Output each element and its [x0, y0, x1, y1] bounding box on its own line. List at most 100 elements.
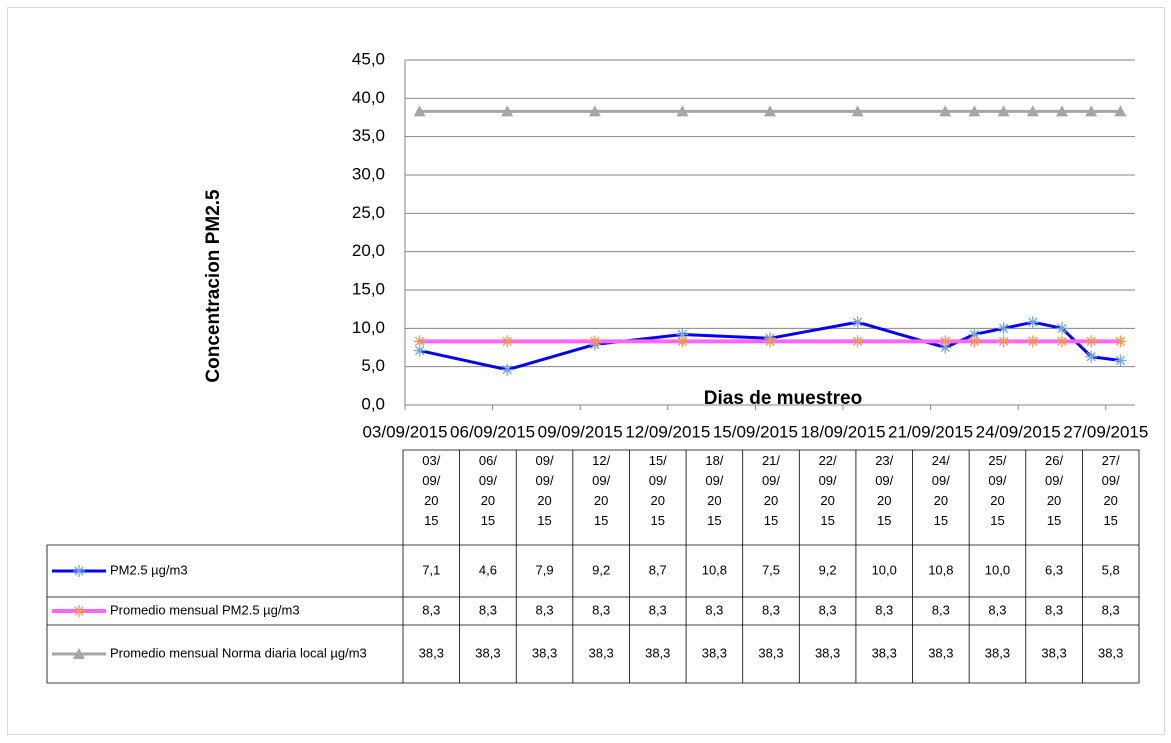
x-tick-label: 06/09/2015 — [450, 422, 535, 441]
table-header: 27/09/20 15 — [1102, 453, 1120, 528]
data-point — [1026, 335, 1039, 348]
y-tick-label: 40,0 — [352, 88, 385, 107]
legend-swatch — [73, 605, 85, 617]
table-value: 38,3 — [532, 645, 557, 660]
table-value: 4,6 — [479, 562, 497, 577]
data-point — [676, 335, 689, 348]
y-tick-label: 15,0 — [352, 279, 385, 298]
table-value: 8,3 — [762, 602, 780, 617]
table-value: 8,3 — [535, 602, 553, 617]
table-value: 10,0 — [985, 562, 1010, 577]
data-point — [1056, 322, 1068, 335]
table-value: 8,3 — [422, 602, 440, 617]
y-tick-label: 45,0 — [352, 49, 385, 68]
table-value: 38,3 — [1041, 645, 1066, 660]
table-value: 10,8 — [928, 562, 953, 577]
data-point — [1085, 335, 1098, 348]
y-tick-label: 10,0 — [352, 318, 385, 337]
table-value: 8,3 — [932, 602, 950, 617]
table-value: 8,7 — [649, 562, 667, 577]
table-value: 38,3 — [419, 645, 444, 660]
table-value: 38,3 — [702, 645, 727, 660]
table-header: 24/09/20 15 — [932, 453, 950, 528]
data-point — [413, 105, 426, 117]
table-header: 22/09/20 15 — [819, 453, 837, 528]
table-value: 8,3 — [1102, 602, 1120, 617]
data-point — [1056, 105, 1068, 117]
table-value: 10,8 — [702, 562, 727, 577]
table-value: 7,1 — [422, 562, 440, 577]
y-tick-label: 0,0 — [361, 394, 385, 413]
x-axis-title: Dias de muestreo — [704, 388, 862, 409]
table-value: 9,2 — [819, 562, 837, 577]
table-value: 8,3 — [819, 602, 837, 617]
data-point — [588, 335, 601, 348]
table-value: 38,3 — [645, 645, 670, 660]
y-axis-title: Concentracion PM2.5 — [203, 189, 224, 383]
table-value: 38,3 — [815, 645, 840, 660]
data-point — [1114, 354, 1127, 367]
table-header: 12/09/20 15 — [592, 453, 610, 528]
data-point — [1085, 350, 1098, 363]
data-point — [997, 322, 1010, 335]
legend-swatch — [73, 565, 85, 577]
x-tick-label: 24/09/2015 — [976, 422, 1061, 441]
data-point — [676, 328, 689, 341]
data-point — [501, 363, 514, 376]
chart-frame — [7, 7, 1165, 735]
data-point — [851, 105, 864, 117]
table-header: 15/09/20 15 — [649, 453, 667, 528]
data-point — [588, 105, 601, 117]
table-value: 38,3 — [928, 645, 953, 660]
table-value: 7,5 — [762, 562, 780, 577]
table-value: 8,3 — [592, 602, 610, 617]
legend-label: PM2.5 µg/m3 — [110, 562, 188, 577]
table-value: 38,3 — [758, 645, 783, 660]
x-tick-label: 15/09/2015 — [713, 422, 798, 441]
data-point — [939, 105, 952, 117]
data-point — [1114, 105, 1127, 117]
x-tick-label: 03/09/2015 — [362, 422, 447, 441]
legend-swatch — [73, 648, 85, 659]
data-point — [501, 105, 514, 117]
table-value: 8,3 — [649, 602, 667, 617]
data-point — [1085, 105, 1098, 117]
data-point — [851, 316, 864, 329]
data-point — [1056, 335, 1068, 348]
data-point — [1026, 105, 1039, 117]
table-header: 18/09/20 15 — [705, 453, 723, 528]
x-tick-label: 27/09/2015 — [1063, 422, 1148, 441]
table-value: 38,3 — [475, 645, 500, 660]
table-header: 25/09/20 15 — [988, 453, 1006, 528]
legend-label: Promedio mensual PM2.5 µg/m3 — [110, 602, 300, 617]
data-point — [939, 335, 952, 348]
table-value: 9,2 — [592, 562, 610, 577]
data-point — [968, 328, 981, 341]
y-tick-label: 30,0 — [352, 164, 385, 183]
table-value: 8,3 — [705, 602, 723, 617]
data-point — [764, 335, 776, 348]
table-value: 6,3 — [1045, 562, 1063, 577]
table-value: 38,3 — [985, 645, 1010, 660]
x-tick-label: 12/09/2015 — [625, 422, 710, 441]
table-value: 38,3 — [1098, 645, 1123, 660]
table-value: 38,3 — [588, 645, 613, 660]
table-header: 21/09/20 15 — [762, 453, 780, 528]
table-value: 5,8 — [1102, 562, 1120, 577]
legend-label: Promedio mensual Norma diaria local µg/m… — [110, 645, 367, 660]
table-value: 8,3 — [875, 602, 893, 617]
y-tick-label: 35,0 — [352, 126, 385, 145]
x-tick-label: 18/09/2015 — [800, 422, 885, 441]
data-point — [851, 335, 864, 348]
data-point — [968, 105, 981, 117]
table-header: 23/09/20 15 — [875, 453, 893, 528]
data-point — [1026, 316, 1039, 329]
data-point — [764, 105, 776, 117]
y-tick-label: 25,0 — [352, 203, 385, 222]
table-value: 8,3 — [479, 602, 497, 617]
data-point — [968, 335, 981, 348]
data-point — [676, 105, 689, 117]
table-value: 10,0 — [872, 562, 897, 577]
table-value: 38,3 — [872, 645, 897, 660]
